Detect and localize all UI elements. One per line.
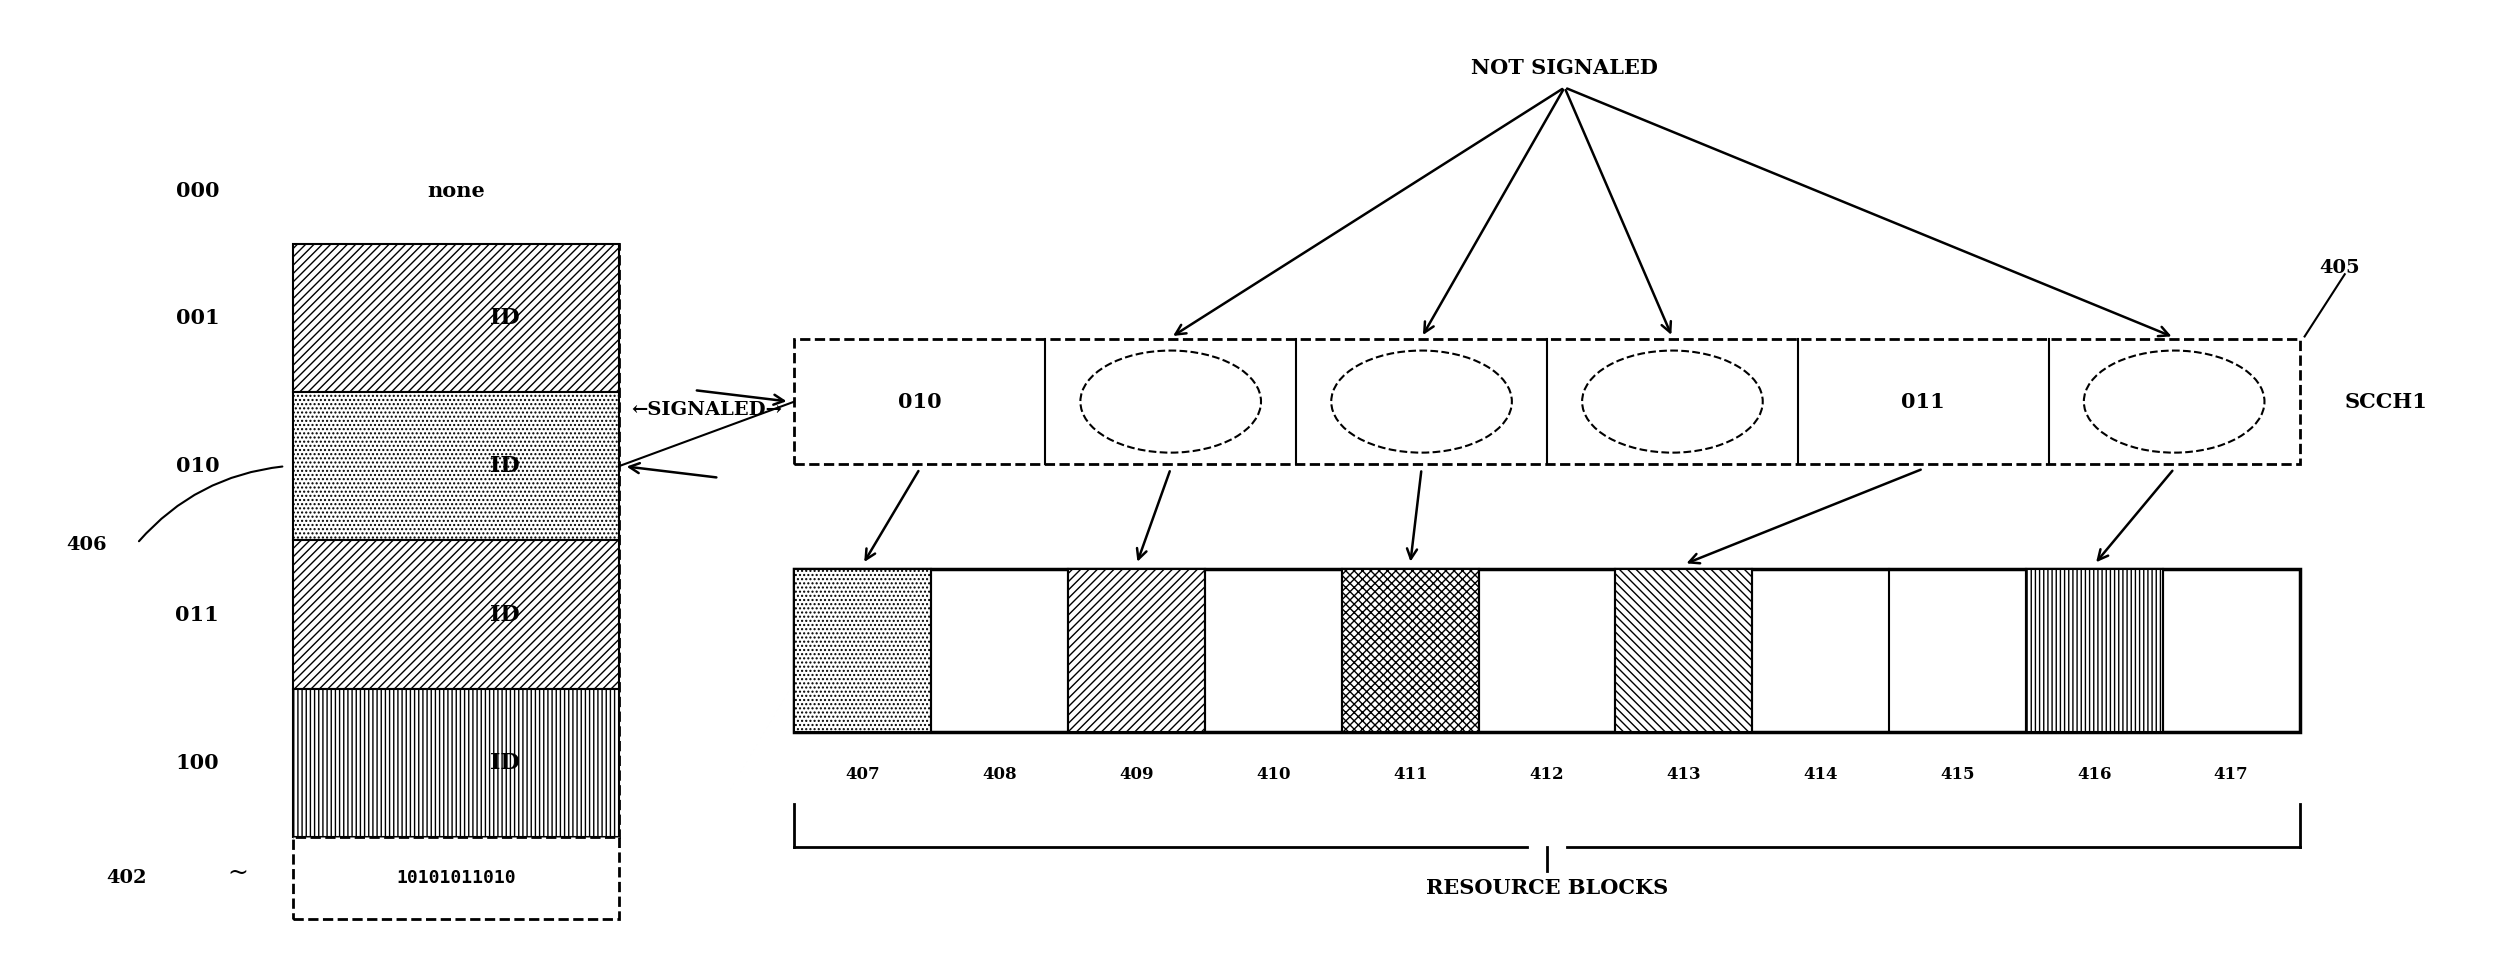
Text: ID: ID bbox=[491, 455, 519, 477]
Text: ID: ID bbox=[491, 604, 519, 626]
Text: ←SIGNALED→: ←SIGNALED→ bbox=[632, 401, 783, 419]
Text: 402: 402 bbox=[106, 869, 146, 887]
Bar bbox=[292, 243, 619, 838]
Bar bbox=[292, 243, 619, 392]
Bar bbox=[795, 339, 2301, 464]
Bar bbox=[292, 392, 619, 540]
Text: 010: 010 bbox=[899, 391, 941, 412]
Bar bbox=[1616, 569, 1752, 732]
Bar bbox=[1067, 569, 1206, 732]
Text: 408: 408 bbox=[982, 765, 1017, 782]
Text: 000: 000 bbox=[1651, 391, 1694, 412]
Text: 000: 000 bbox=[176, 181, 219, 201]
Text: ID: ID bbox=[491, 307, 519, 328]
Text: none: none bbox=[428, 181, 486, 201]
Text: NOT SIGNALED: NOT SIGNALED bbox=[1470, 58, 1659, 78]
Text: RESOURCE BLOCKS: RESOURCE BLOCKS bbox=[1425, 877, 1669, 897]
Text: 409: 409 bbox=[1120, 765, 1153, 782]
Text: 000: 000 bbox=[1399, 391, 1442, 412]
Text: ~: ~ bbox=[227, 862, 247, 885]
Text: 407: 407 bbox=[846, 765, 881, 782]
Text: 010: 010 bbox=[176, 456, 219, 476]
Text: 011: 011 bbox=[1900, 391, 1946, 412]
Bar bbox=[2026, 569, 2162, 732]
Text: 410: 410 bbox=[1256, 765, 1291, 782]
Text: 416: 416 bbox=[2077, 765, 2112, 782]
Bar bbox=[292, 540, 619, 689]
Text: 406: 406 bbox=[65, 536, 108, 554]
Text: ID: ID bbox=[491, 753, 519, 774]
Ellipse shape bbox=[1080, 351, 1261, 453]
Text: 001: 001 bbox=[176, 308, 219, 327]
Ellipse shape bbox=[2084, 351, 2265, 453]
Text: 413: 413 bbox=[1666, 765, 1701, 782]
Text: 417: 417 bbox=[2215, 765, 2248, 782]
Bar bbox=[1342, 569, 1477, 732]
Text: 412: 412 bbox=[1530, 765, 1563, 782]
Text: SCCH1: SCCH1 bbox=[2346, 391, 2426, 412]
Text: 405: 405 bbox=[2321, 259, 2361, 276]
Ellipse shape bbox=[1331, 351, 1513, 453]
Ellipse shape bbox=[1583, 351, 1762, 453]
Text: 10101011010: 10101011010 bbox=[395, 869, 516, 887]
Text: 100: 100 bbox=[176, 753, 219, 773]
Bar bbox=[795, 569, 2301, 732]
Text: 100: 100 bbox=[2152, 391, 2195, 412]
Bar bbox=[292, 689, 619, 838]
Text: 414: 414 bbox=[1802, 765, 1837, 782]
Text: 011: 011 bbox=[176, 605, 219, 625]
Text: 415: 415 bbox=[1941, 765, 1976, 782]
Text: 411: 411 bbox=[1392, 765, 1427, 782]
Bar bbox=[795, 569, 931, 732]
Bar bbox=[292, 838, 619, 919]
Text: 001: 001 bbox=[1148, 391, 1193, 412]
